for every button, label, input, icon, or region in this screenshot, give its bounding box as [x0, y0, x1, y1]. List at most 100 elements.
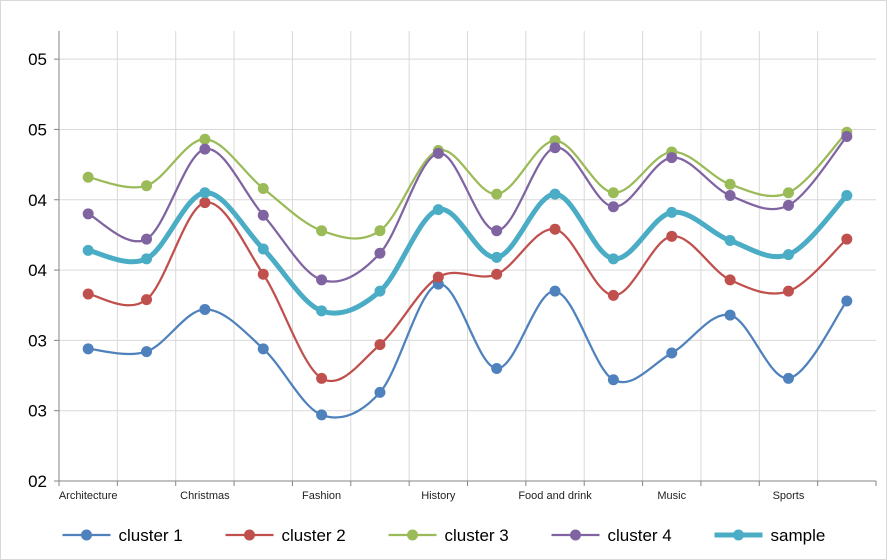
data-point-cluster-3	[724, 178, 736, 190]
legend-item-cluster-4: cluster 4	[551, 526, 672, 545]
data-point-sample	[549, 188, 561, 200]
x-tick-label: Fashion	[302, 490, 341, 502]
data-point-cluster-1	[199, 303, 211, 315]
x-tick-label: Food and drink	[518, 490, 592, 502]
legend-swatch-marker	[733, 529, 744, 541]
data-point-sample	[82, 244, 94, 256]
data-point-cluster-1	[374, 386, 386, 398]
data-point-sample	[199, 187, 211, 199]
data-point-cluster-1	[724, 309, 736, 321]
data-point-cluster-4	[841, 130, 853, 142]
series-sample	[82, 187, 853, 317]
legend-item-cluster-3: cluster 3	[388, 526, 509, 545]
data-point-cluster-2	[82, 288, 94, 300]
grid	[59, 31, 876, 481]
legend-label: cluster 2	[282, 526, 346, 545]
data-point-cluster-2	[841, 233, 853, 245]
series-cluster-2	[82, 197, 853, 384]
data-point-cluster-1	[549, 285, 561, 297]
data-point-cluster-3	[607, 187, 619, 199]
data-point-sample	[607, 253, 619, 265]
data-point-cluster-4	[199, 143, 211, 155]
data-point-cluster-3	[199, 133, 211, 145]
data-point-cluster-1	[82, 343, 94, 355]
legend-swatch-marker	[570, 529, 581, 541]
data-point-cluster-3	[374, 225, 386, 237]
data-point-cluster-3	[782, 187, 794, 199]
legend-label: sample	[771, 526, 826, 545]
data-point-cluster-2	[549, 223, 561, 235]
series-line-cluster-3	[87, 131, 848, 240]
data-point-cluster-2	[432, 271, 444, 283]
data-point-cluster-4	[141, 233, 153, 245]
data-point-cluster-1	[491, 363, 503, 374]
x-tick-label: Architecture	[59, 490, 118, 502]
legend-label: cluster 3	[445, 526, 509, 545]
data-point-cluster-1	[841, 295, 853, 307]
legend: cluster 1 cluster 2 cluster 3 cluster 4 samp…	[62, 526, 826, 545]
y-tick-label: 02	[28, 472, 47, 491]
legend-label: cluster 4	[608, 526, 672, 545]
data-point-cluster-1	[141, 346, 153, 358]
data-point-cluster-4	[432, 147, 444, 159]
data-point-cluster-2	[257, 268, 269, 280]
data-point-cluster-4	[491, 225, 503, 237]
data-point-cluster-3	[491, 188, 503, 200]
series-line-sample	[85, 190, 850, 316]
y-tick-label: 03	[28, 402, 47, 421]
legend-swatch-marker	[407, 529, 418, 541]
series-line-cluster-4	[87, 135, 848, 283]
data-point-cluster-3	[257, 183, 269, 194]
data-point-sample	[374, 285, 386, 297]
x-tick-label: History	[421, 490, 456, 502]
data-point-cluster-2	[199, 197, 211, 209]
data-point-cluster-4	[607, 201, 619, 213]
axes: 02 03 03 04 04 05 05 Architecture Christmas Fashi…	[28, 31, 877, 502]
y-tick-label: 03	[28, 331, 47, 350]
data-point-cluster-4	[666, 152, 678, 164]
data-point-cluster-1	[257, 343, 269, 355]
data-point-cluster-4	[549, 142, 561, 154]
series-group	[82, 126, 853, 421]
data-point-cluster-4	[782, 199, 794, 211]
data-point-cluster-4	[724, 190, 736, 202]
legend-item-sample: sample	[714, 526, 826, 545]
data-point-cluster-2	[666, 230, 678, 242]
data-point-cluster-2	[782, 285, 794, 297]
data-point-cluster-3	[141, 180, 153, 192]
data-point-cluster-2	[607, 289, 619, 301]
data-point-sample	[432, 204, 444, 216]
y-tick-label: 04	[28, 261, 47, 280]
data-point-sample	[724, 235, 736, 247]
data-point-cluster-2	[724, 274, 736, 286]
data-point-cluster-1	[607, 374, 619, 386]
x-tick-label: Christmas	[180, 490, 230, 502]
data-point-cluster-2	[316, 372, 328, 384]
data-point-cluster-4	[257, 209, 269, 221]
data-point-cluster-1	[316, 409, 328, 421]
data-point-sample	[782, 249, 794, 261]
legend-swatch-marker	[81, 529, 92, 541]
x-tick-label: Sports	[773, 490, 805, 502]
y-tick-label: 05	[28, 120, 47, 139]
data-point-sample	[316, 305, 328, 317]
data-point-cluster-1	[666, 347, 678, 359]
data-point-cluster-1	[782, 372, 794, 384]
data-point-sample	[257, 243, 269, 255]
data-point-cluster-2	[374, 339, 386, 351]
data-point-sample	[141, 253, 153, 265]
series-cluster-4	[82, 130, 853, 286]
legend-label: cluster 1	[119, 526, 183, 545]
y-tick-label: 05	[28, 50, 47, 69]
legend-swatch-marker	[244, 529, 255, 541]
series-cluster-1	[82, 278, 853, 421]
data-point-cluster-4	[316, 274, 328, 286]
y-tick-label: 04	[28, 191, 47, 210]
legend-item-cluster-1: cluster 1	[62, 526, 183, 545]
data-point-cluster-4	[374, 247, 386, 259]
data-point-cluster-2	[491, 268, 503, 280]
data-point-sample	[491, 251, 503, 263]
